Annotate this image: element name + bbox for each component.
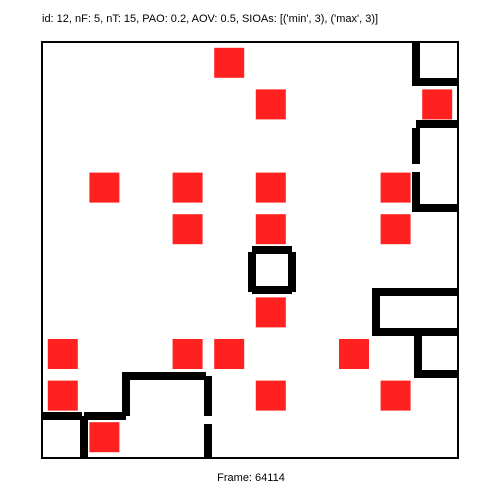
target-square [172,172,203,203]
wall-segment [42,412,82,420]
wall-segment [414,370,458,378]
target-square [380,380,411,411]
wall-segment [288,252,296,292]
target-square [255,214,286,245]
target-square [89,172,120,203]
wall-segment [412,78,458,86]
target-square [422,89,453,120]
wall-segment [412,42,420,82]
target-square [172,214,203,245]
wall-segment [252,286,292,294]
target-square [47,339,78,369]
wall-segment [126,372,206,380]
target-square [255,380,286,411]
wall-segment [252,246,292,254]
wall-segment [248,252,256,292]
target-square [214,339,245,369]
targets-layer [47,47,453,453]
target-square [47,380,78,411]
wall-segment [372,328,458,336]
target-square [214,47,245,78]
target-square [255,172,286,203]
target-square [380,172,411,203]
episode-info-title: id: 12, nF: 5, nT: 15, PAO: 0.2, AOV: 0.… [42,13,379,25]
wall-segment [122,372,130,416]
target-square [339,339,369,369]
frame-counter: Frame: 64114 [217,472,285,484]
wall-segment [412,204,458,212]
target-square [255,297,286,328]
target-square [172,339,203,369]
wall-segment [204,424,212,458]
walls-layer [42,42,458,458]
wall-segment [412,172,420,210]
wall-segment [204,376,212,416]
wall-segment [84,412,126,420]
wall-segment [374,288,458,296]
wall-segment [414,334,422,376]
target-square [89,422,120,453]
target-square [380,214,411,245]
target-square [255,89,286,120]
wall-segment [416,120,458,128]
wall-segment [372,288,380,334]
wall-segment [80,416,88,458]
arena-border [41,41,459,459]
wall-segment [412,128,420,164]
